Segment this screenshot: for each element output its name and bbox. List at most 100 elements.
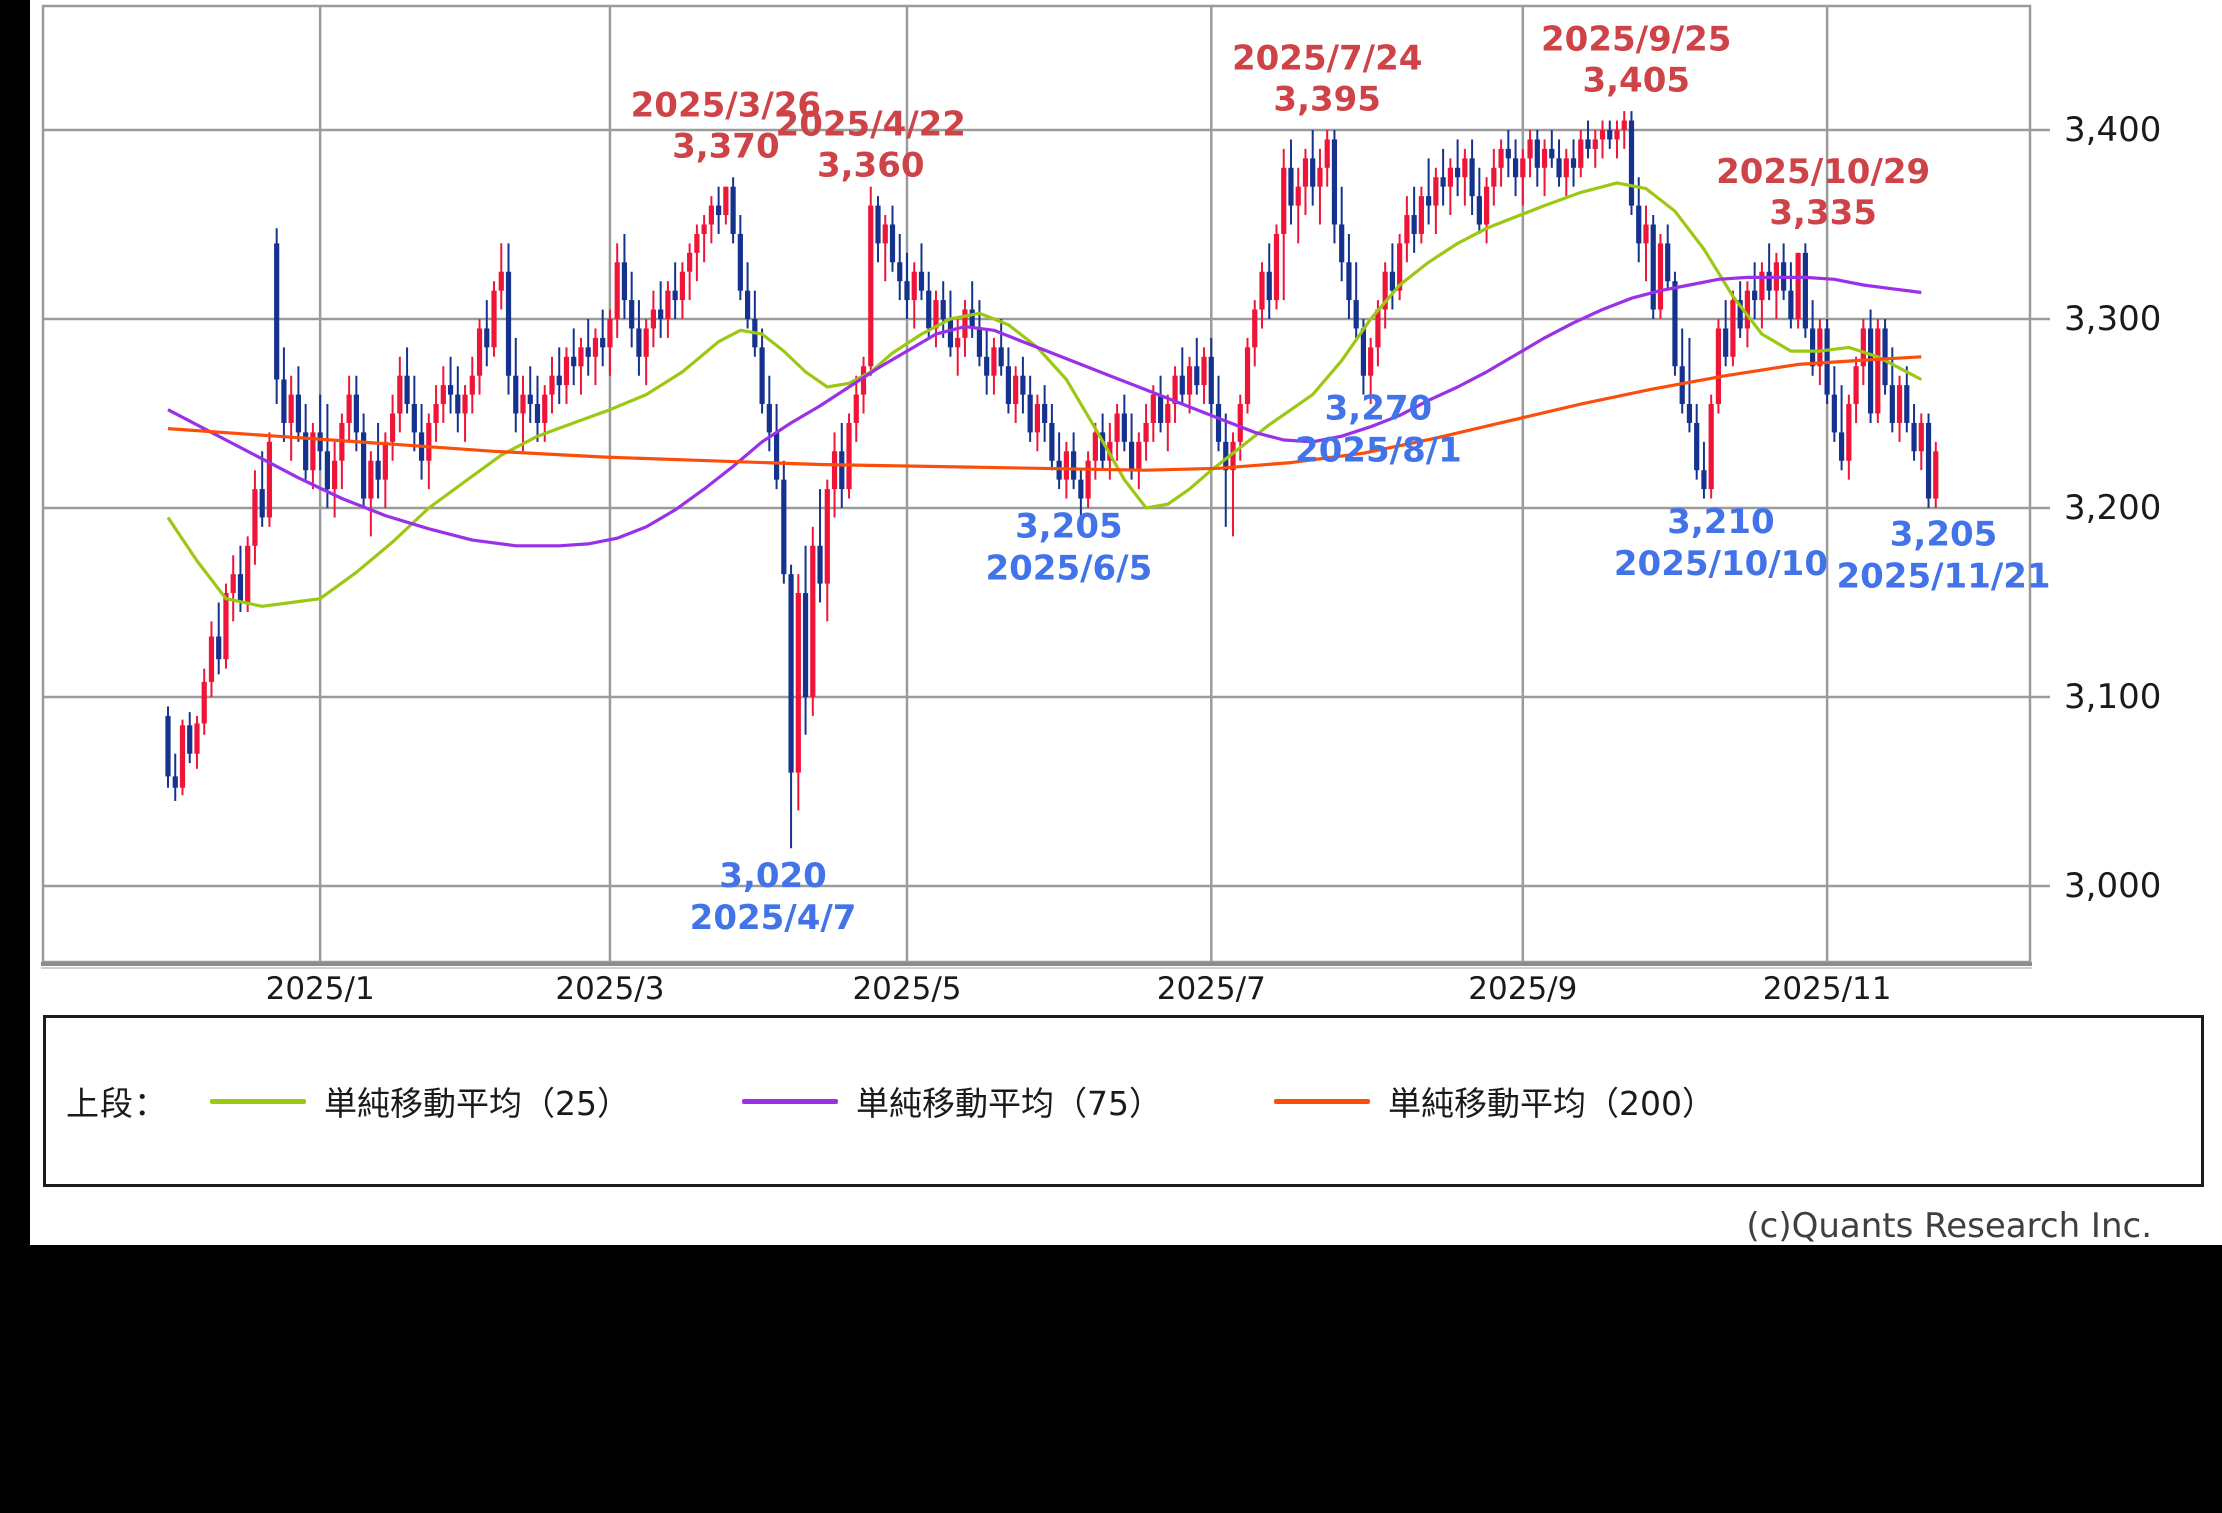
- candle-down: [1585, 139, 1591, 149]
- candle-up: [665, 290, 671, 319]
- candle-up: [1933, 451, 1939, 499]
- candle-down: [1925, 422, 1932, 499]
- candle-up: [179, 725, 186, 788]
- ma200-line-swatch: [1274, 1098, 1370, 1104]
- candle-down: [658, 309, 664, 319]
- peak-annotation: 3,360: [817, 146, 925, 186]
- x-axis-tick-label: 2025/7: [1157, 971, 1266, 1007]
- candle-down: [1570, 158, 1577, 168]
- candle-down: [505, 271, 512, 376]
- candle-up: [542, 394, 548, 423]
- candle-up: [1541, 148, 1548, 168]
- ma75-line-swatch: [742, 1098, 838, 1104]
- candle-down: [534, 404, 541, 423]
- candle-up: [955, 337, 961, 348]
- candle-down: [1310, 158, 1316, 187]
- candle-down: [897, 262, 903, 282]
- candle-up: [1657, 243, 1664, 310]
- candle-down: [187, 725, 193, 754]
- peak-annotation: 2025/4/22: [776, 105, 966, 145]
- candle-up: [1592, 139, 1598, 149]
- candle-down: [1889, 385, 1895, 423]
- candle-down: [274, 243, 280, 380]
- candle-up: [1034, 404, 1040, 433]
- candle-up: [1498, 148, 1504, 168]
- candle-down: [629, 300, 635, 329]
- candle-up: [650, 309, 657, 329]
- candle-down: [1628, 120, 1635, 206]
- candle-down: [1752, 290, 1758, 301]
- candle-down: [1071, 451, 1077, 480]
- trough-annotation: 2025/10/10: [1614, 544, 1828, 584]
- candle-up: [1259, 271, 1265, 310]
- candle-down: [1802, 252, 1808, 329]
- candle-up: [1201, 356, 1207, 386]
- candle-down: [1665, 243, 1671, 282]
- candle-down: [1838, 432, 1845, 461]
- candle-up: [1237, 404, 1243, 442]
- candle-up: [201, 681, 207, 724]
- candle-down: [1701, 470, 1707, 490]
- candle-up: [962, 309, 968, 338]
- candle-down: [1426, 196, 1432, 206]
- candle-up: [1614, 130, 1620, 140]
- candle-down: [571, 356, 577, 367]
- candle-up: [1165, 404, 1171, 423]
- candle-up: [1759, 271, 1765, 301]
- candle-down: [1042, 404, 1048, 423]
- candle-down: [317, 432, 323, 452]
- candle-up: [1063, 451, 1069, 480]
- candle-up: [679, 271, 685, 301]
- peak-annotation: 3,335: [1769, 193, 1877, 233]
- candle-up: [1578, 139, 1584, 168]
- candle-up: [252, 489, 258, 546]
- peak-annotation: 3,405: [1582, 61, 1690, 101]
- candle-up: [1172, 375, 1178, 405]
- candle-up: [911, 271, 917, 301]
- candle-down: [672, 290, 678, 301]
- candle-down: [1020, 375, 1026, 395]
- x-axis-tick-label: 2025/5: [852, 971, 961, 1007]
- candle-down: [998, 347, 1004, 367]
- candle-down: [361, 432, 367, 499]
- candle-up: [1382, 271, 1388, 310]
- candle-down: [1339, 224, 1345, 263]
- candle-down: [1810, 328, 1816, 367]
- candle-up: [1368, 347, 1374, 376]
- candle-up: [882, 224, 888, 244]
- candle-up: [491, 290, 497, 348]
- candle-down: [745, 290, 751, 319]
- candle-up: [382, 441, 388, 480]
- peak-annotation: 2025/7/24: [1232, 38, 1422, 78]
- candlestick-chart: 2025/1 2025/3 2025/5 2025/7 2025/9 2025/11 3,4…: [41, 4, 2161, 1007]
- candle-up: [1295, 186, 1301, 206]
- candle-down: [940, 300, 946, 319]
- candle-down: [636, 328, 642, 357]
- candle-up: [1918, 422, 1924, 452]
- candle-down: [447, 385, 454, 395]
- candle-down: [1440, 177, 1446, 187]
- y-axis-tick-label: 3,100: [2064, 677, 2161, 717]
- candle-up: [310, 432, 316, 471]
- candle-down: [926, 290, 932, 329]
- candle-down: [969, 309, 975, 329]
- candle-down: [947, 319, 954, 348]
- candle-down: [1455, 167, 1461, 178]
- candle-up: [1715, 328, 1722, 405]
- legend-item-ma25: 単純移動平均（25）: [210, 1077, 630, 1125]
- trough-annotation: 3,205: [1015, 507, 1123, 547]
- candle-down: [1078, 479, 1084, 499]
- candle-up: [1483, 186, 1490, 225]
- trough-annotation: 3,020: [719, 856, 827, 896]
- candle-down: [1288, 167, 1294, 206]
- candle-up: [1527, 139, 1533, 159]
- candle-down: [1049, 422, 1055, 461]
- legend-item-ma200: 単純移動平均（200）: [1274, 1077, 1715, 1125]
- candle-up: [694, 233, 700, 253]
- candle-down: [788, 574, 794, 773]
- candle-down: [1650, 224, 1656, 310]
- plot-border: [41, 4, 2032, 969]
- candle-down: [1636, 205, 1642, 244]
- candle-up: [1302, 158, 1309, 187]
- candle-down: [1360, 328, 1367, 376]
